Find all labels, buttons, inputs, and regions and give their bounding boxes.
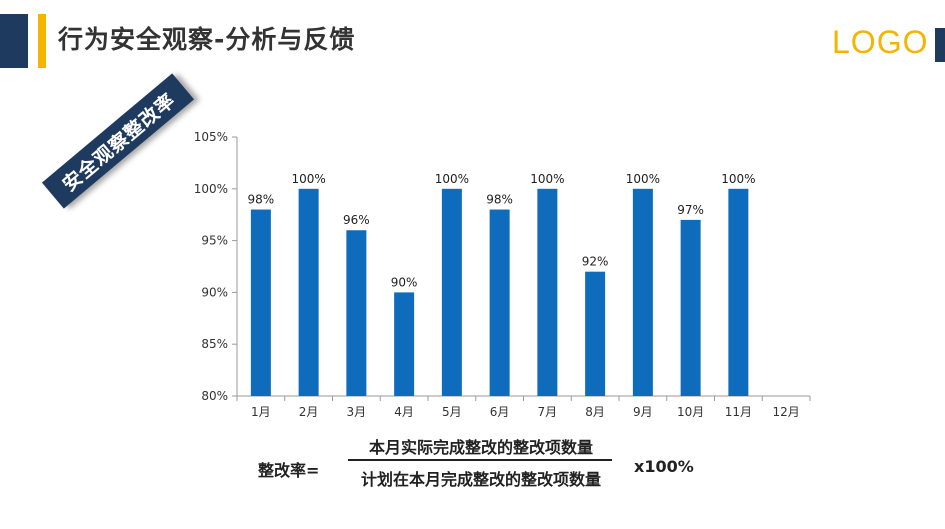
x-tick-label: 4月 [394, 405, 414, 419]
page-title: 行为安全观察-分析与反馈 [58, 25, 356, 54]
bar [394, 292, 415, 396]
chart-axes: 80% 85% 90% 95% 100% 105% [194, 130, 811, 403]
data-label: 98% [248, 193, 275, 207]
bar [537, 188, 558, 396]
bar [298, 188, 319, 396]
header-accent-bar [38, 14, 46, 68]
bar [680, 219, 701, 396]
formula-label: 整改率= [258, 461, 320, 480]
x-tick-label: 5月 [442, 405, 462, 419]
data-label: 100% [626, 172, 660, 186]
formula-numerator: 本月实际完成整改的整改项数量 [368, 438, 593, 457]
header-right-block [935, 28, 945, 62]
data-label: 100% [435, 172, 469, 186]
logo: LOGO [832, 24, 929, 60]
x-tick-label: 9月 [633, 405, 653, 419]
bar [489, 209, 510, 396]
formula-denominator: 计划在本月完成整改的整改项数量 [360, 470, 601, 489]
data-label: 92% [582, 255, 609, 269]
x-tick-label: 8月 [585, 405, 605, 419]
y-tick-label: 85% [201, 337, 228, 351]
x-tick-label: 3月 [347, 405, 367, 419]
x-tick-label: 7月 [538, 405, 558, 419]
bar [585, 271, 606, 396]
data-label: 100% [530, 172, 564, 186]
y-tick-label: 100% [194, 182, 228, 196]
x-tick-label: 11月 [725, 405, 752, 419]
header-left-block [0, 14, 28, 68]
bar [346, 230, 367, 396]
bar [441, 188, 462, 396]
x-tick-label: 6月 [490, 405, 510, 419]
data-label: 96% [343, 213, 370, 227]
chart-bars [250, 188, 749, 396]
bar [632, 188, 653, 396]
formula-fraction-line [348, 459, 612, 461]
x-tick-label: 10月 [677, 405, 704, 419]
bar [728, 188, 749, 396]
data-label: 97% [677, 203, 704, 217]
y-tick-label: 95% [201, 234, 228, 248]
data-label: 100% [721, 172, 755, 186]
x-tick-label: 12月 [772, 405, 799, 419]
y-tick-label: 80% [201, 389, 228, 403]
x-tick-label: 2月 [299, 405, 319, 419]
x-tick-label: 1月 [251, 405, 271, 419]
formula-multiplier: x100% [634, 457, 694, 476]
data-label: 98% [486, 193, 513, 207]
y-tick-label: 105% [194, 130, 228, 144]
y-tick-label: 90% [201, 285, 228, 299]
chart-labels: 1月 98% 2月 100% 3月 96% 4月 90% 5月 100% 6月 98% 7月 100% 8月… [248, 172, 800, 419]
data-label: 90% [391, 275, 418, 289]
bar [250, 209, 271, 396]
data-label: 100% [291, 172, 325, 186]
